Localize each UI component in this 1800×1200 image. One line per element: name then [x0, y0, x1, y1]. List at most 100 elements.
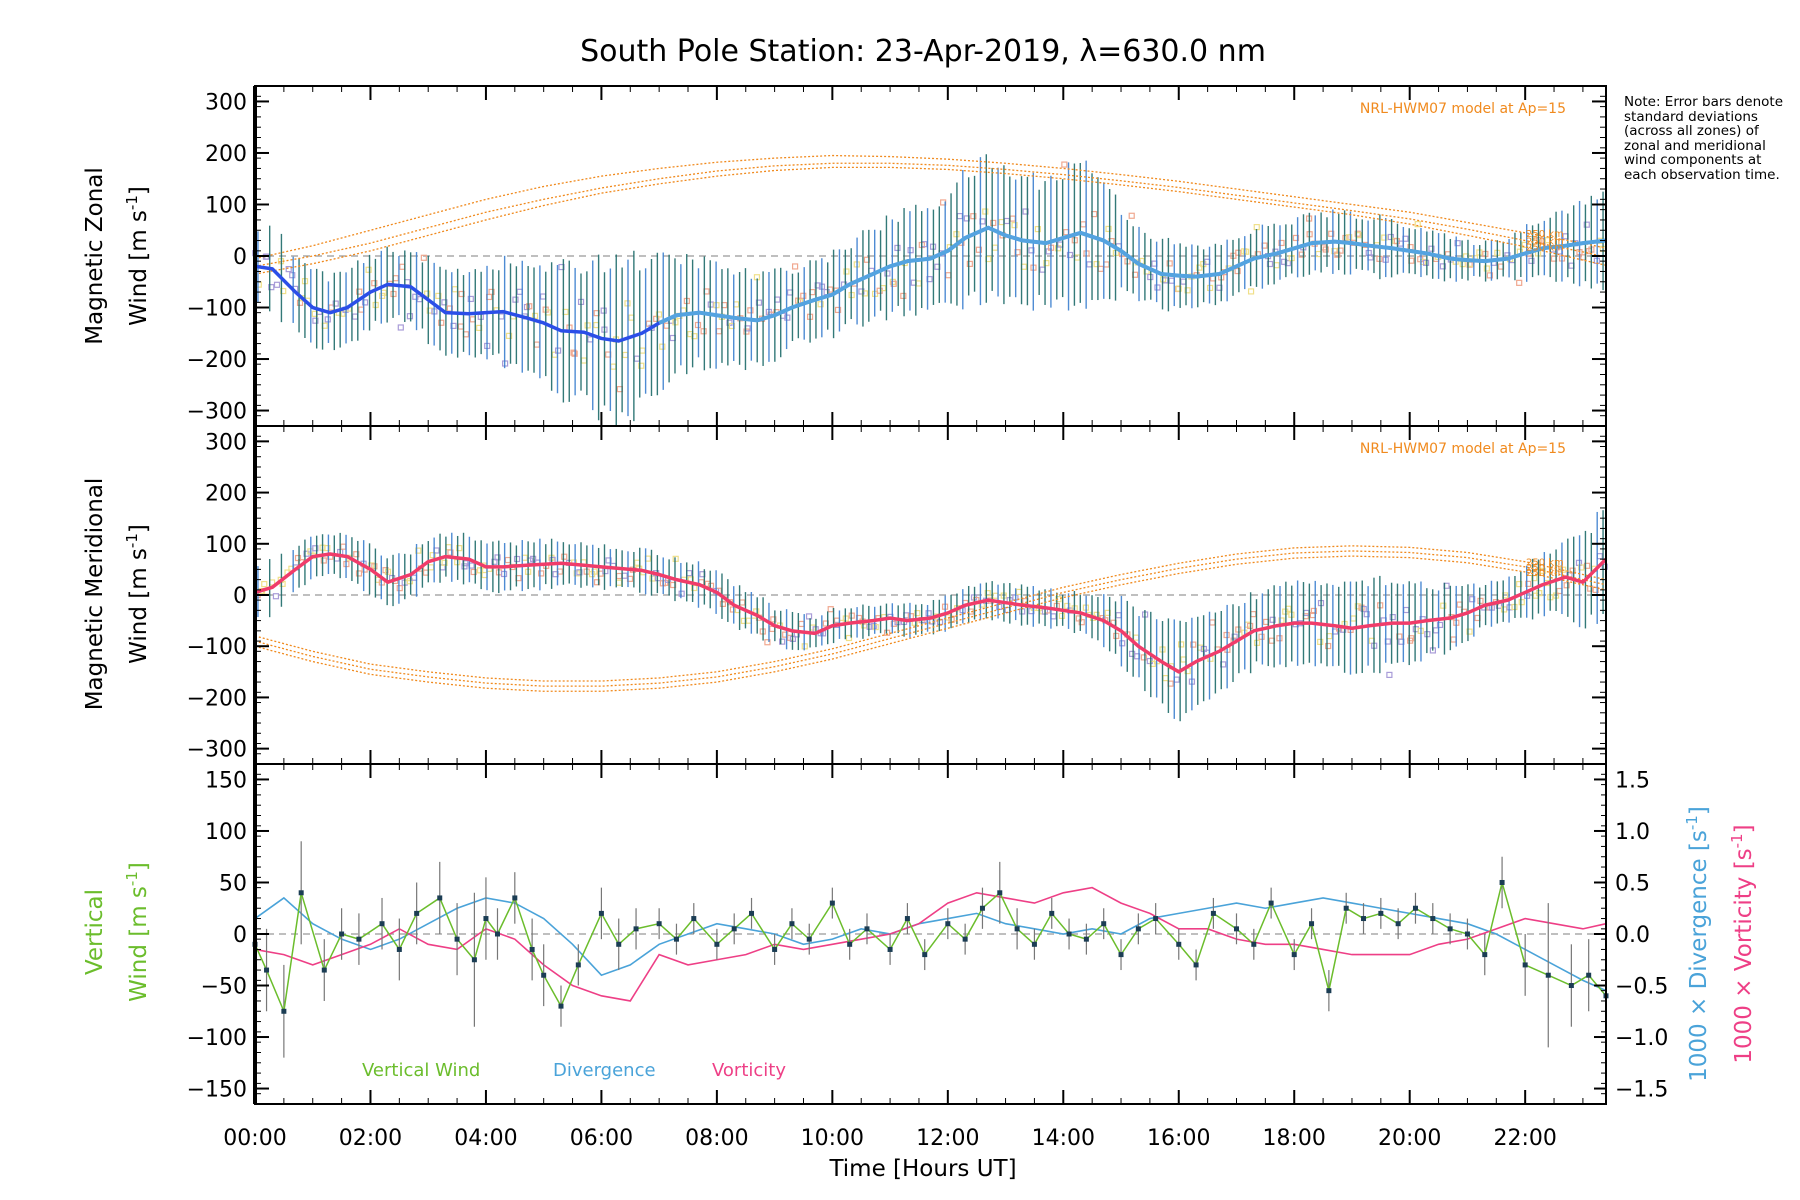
zonal-scatter-point	[505, 332, 513, 339]
meridional-scatter-point	[827, 606, 834, 613]
meridional-scatter-point	[320, 557, 327, 564]
vertical-wind-point	[1031, 941, 1037, 947]
meridional-scatter-point	[1560, 566, 1567, 573]
zonal-scatter-point	[1483, 265, 1490, 272]
zonal-scatter-point	[884, 270, 891, 277]
zonal-scatter-point	[498, 313, 505, 320]
zonal-y-tick-label: −200	[187, 348, 247, 373]
zonal-scatter-point	[365, 266, 372, 273]
meridional-scatter-point	[1516, 580, 1523, 588]
meridional-scatter-point	[936, 618, 944, 626]
zonal-scatter-point	[1247, 288, 1255, 295]
zonal-scatter-point	[1066, 251, 1074, 259]
vertical-wind-point	[1545, 972, 1551, 978]
meridional-scatter-point	[1563, 582, 1570, 589]
zonal-scatter-point	[1328, 230, 1335, 237]
meridional-y-tick-label: −200	[187, 686, 247, 711]
meridional-scatter-point	[809, 624, 816, 631]
zonal-scatter-point	[1414, 221, 1421, 228]
meridional-y-tick-label: 0	[233, 584, 247, 609]
zonal-scatter-point	[1273, 262, 1280, 269]
meridional-scatter-point	[1500, 606, 1508, 613]
vertical-wind-point	[356, 936, 362, 942]
vertical-wind-point	[1193, 962, 1199, 968]
x-tick-label: 12:00	[916, 1126, 979, 1151]
zonal-model-alt-label: 250 km	[1526, 229, 1564, 240]
zonal-scatter-point	[1528, 257, 1535, 264]
vertical-wind-point	[1309, 921, 1315, 927]
meridional-scatter-point	[1450, 636, 1457, 643]
zonal-model-curve	[254, 154, 1607, 260]
zonal-scatter-point	[728, 322, 736, 330]
meridional-scatter-point	[396, 585, 403, 592]
zonal-scatter-point	[1022, 208, 1029, 215]
meridional-scatter-point	[1078, 619, 1085, 626]
zonal-scatter-point	[1253, 224, 1260, 231]
vertical-wind-point	[414, 910, 420, 916]
meridional-scatter-point	[1278, 617, 1285, 624]
zonal-scatter-point	[1196, 264, 1203, 271]
meridional-y-tick-label: −300	[187, 738, 247, 763]
meridional-scatter-point	[1440, 602, 1447, 609]
zonal-scatter-point	[894, 244, 901, 252]
zonal-scatter-point	[1428, 245, 1435, 252]
zonal-scatter-point	[1043, 260, 1050, 267]
meridional-scatter-point	[261, 580, 268, 588]
zonal-model-curve	[254, 162, 1607, 267]
zonal-scatter-point	[791, 263, 799, 270]
vertical-wind-point	[789, 921, 795, 927]
zonal-scatter-point	[747, 307, 754, 314]
meridional-scatter-point	[1178, 641, 1185, 648]
y2-tick-label: 0.5	[1615, 871, 1650, 896]
meridional-scatter-point	[678, 590, 685, 597]
zonal-scatter-point	[622, 351, 629, 359]
zonal-scatter-point	[1061, 161, 1068, 168]
vertical-ylabel-line1: Vertical	[82, 889, 108, 975]
vertical-y-tick-label: −100	[187, 1026, 247, 1051]
zonal-scatter-point	[1292, 234, 1300, 242]
zonal-scatter-point	[371, 280, 378, 287]
vertical-wind-point	[1430, 916, 1436, 922]
meridional-scatter-point	[445, 544, 452, 551]
vertical-y-tick-label: −50	[201, 975, 247, 1000]
meridional-scatter-point	[476, 567, 484, 574]
vertical-wind-point	[575, 962, 581, 968]
vertical-wind-point	[512, 895, 518, 901]
meridional-scatter-point	[1258, 633, 1265, 640]
vertical-wind-point	[1378, 910, 1384, 916]
meridional-scatter-point	[779, 638, 786, 645]
zonal-scatter-point	[817, 301, 824, 308]
vertical-y-tick-label: 0	[233, 923, 247, 948]
x-tick-label: 00:00	[223, 1126, 286, 1151]
vertical-wind-point	[379, 921, 385, 927]
vertical-wind-point	[864, 926, 870, 932]
meridional-scatter-point	[1015, 588, 1023, 596]
zonal-scatter-point	[467, 295, 474, 303]
zonal-scatter-point	[379, 292, 386, 299]
zonal-y-tick-label: 200	[205, 142, 247, 167]
zonal-scatter-point	[655, 311, 663, 318]
vertical-wind-point	[1291, 952, 1297, 958]
vertical-wind-point	[494, 931, 500, 937]
meridional-scatter-point	[739, 599, 746, 606]
vertical-wind-point	[483, 916, 489, 922]
meridional-scatter-point	[1363, 611, 1370, 618]
zonal-scatter-point	[356, 288, 363, 295]
meridional-scatter-point	[429, 552, 436, 559]
zonal-y-tick-label: 100	[205, 193, 247, 218]
zonal-scatter-point	[1337, 247, 1344, 254]
vertical-wind-point	[1083, 936, 1089, 942]
zonal-scatter-point	[441, 299, 448, 306]
zonal-scatter-point	[273, 281, 281, 288]
vertical-y-tick-label: 50	[219, 871, 247, 896]
zonal-y-tick-label: −300	[187, 400, 247, 425]
zonal-scatter-point	[1003, 217, 1010, 225]
vertical-wind-point	[1499, 879, 1505, 885]
vertical-wind-point	[264, 967, 270, 973]
vertical-y-tick-label: 150	[205, 768, 247, 793]
zonal-scatter-point	[970, 213, 977, 220]
zonal-scatter-point	[610, 363, 617, 370]
meridional-scatter-point	[1050, 613, 1057, 620]
meridional-scatter-point	[1592, 586, 1599, 593]
zonal-scatter-point	[1298, 251, 1305, 258]
